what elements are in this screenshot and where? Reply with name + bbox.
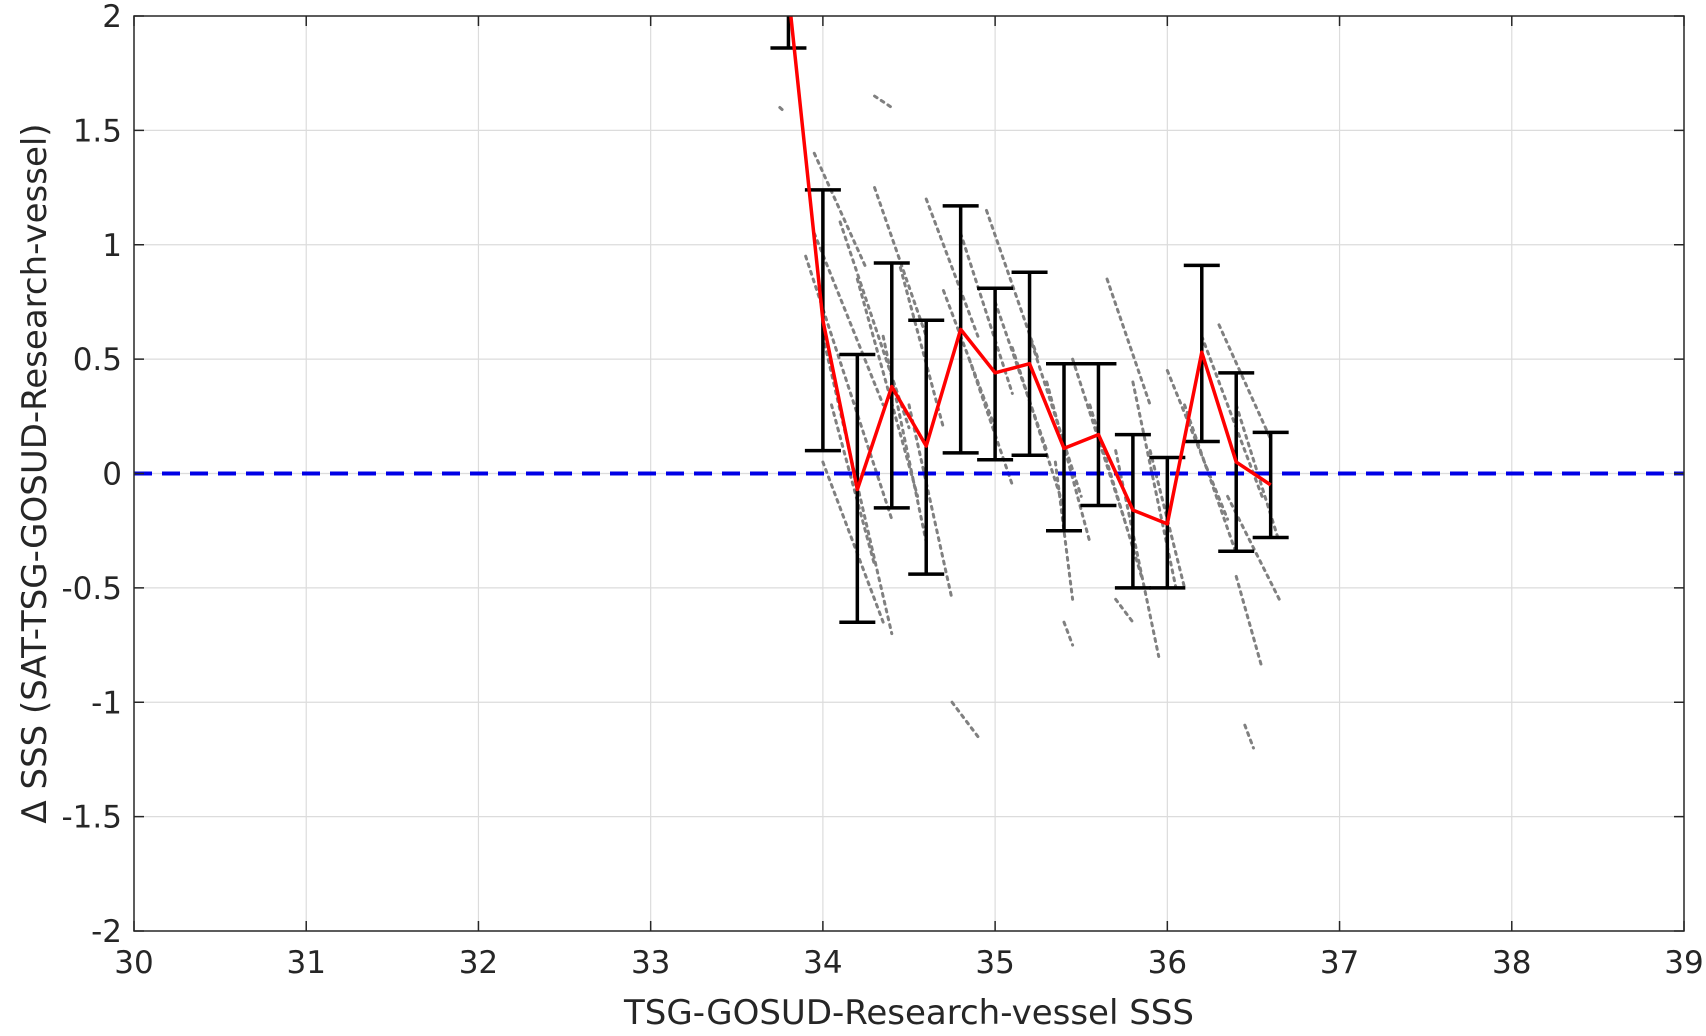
x-tick-label: 30 xyxy=(114,945,153,981)
x-tick-label: 32 xyxy=(459,945,498,981)
scatter-streak xyxy=(778,106,787,114)
x-tick-label: 34 xyxy=(803,945,842,981)
scatter-streak xyxy=(967,357,1014,487)
x-tick-label: 36 xyxy=(1148,945,1187,981)
y-tick-labels: 2 1.5 1 0.5 0 -0.5 -1 -1.5 -2 xyxy=(62,0,1684,950)
x-tick-label: 38 xyxy=(1492,945,1531,981)
scatter-streak xyxy=(1183,403,1238,556)
y-tick-label: -1.5 xyxy=(62,800,123,836)
scatter-streak xyxy=(924,197,980,338)
scatter-streak xyxy=(1243,723,1255,750)
scatter-streak xyxy=(907,403,954,601)
mean-line xyxy=(789,16,1272,526)
scatter-streak xyxy=(1105,277,1152,407)
y-tick-label: 2 xyxy=(102,0,122,35)
scatter-streak xyxy=(959,231,1014,395)
scatter-streak xyxy=(1234,574,1264,670)
mean-series xyxy=(789,16,1272,526)
x-tick-label: 39 xyxy=(1664,945,1703,981)
x-tick-label: 35 xyxy=(975,945,1014,981)
scatter-streak xyxy=(1010,346,1066,510)
scatter-streak xyxy=(812,151,868,270)
x-tick-label: 31 xyxy=(286,945,325,981)
scatter-streak xyxy=(855,277,920,498)
y-tick-label: 1 xyxy=(102,228,122,264)
scatter-streak xyxy=(830,403,877,567)
y-tick-label: 1.5 xyxy=(73,113,122,149)
scatter-streak xyxy=(1045,380,1092,544)
scatter-streak xyxy=(1217,323,1273,441)
scatter-streak xyxy=(950,700,980,739)
scatter-streak xyxy=(1114,597,1135,624)
y-tick-label: -1 xyxy=(91,685,122,721)
scatter-streak xyxy=(821,460,885,624)
y-axis-label: Δ SSS (SAT-TSG-GOSUD-Research-vessel) xyxy=(15,123,55,823)
x-tick-label: 33 xyxy=(631,945,670,981)
scatter-streak xyxy=(898,266,945,430)
y-tick-label: 0 xyxy=(102,457,122,493)
y-tick-label: -2 xyxy=(91,914,122,950)
scatter-streak xyxy=(1200,334,1264,498)
x-tick-labels: 30 31 32 33 34 35 36 37 38 39 xyxy=(114,16,1704,981)
error-bar xyxy=(770,16,807,50)
y-tick-label: 0.5 xyxy=(73,342,122,378)
scatter-streak xyxy=(812,231,885,407)
scatter-streak xyxy=(1062,620,1075,647)
scatter-streak xyxy=(873,94,894,109)
scatter-streak xyxy=(1088,403,1143,578)
y-tick-label: -0.5 xyxy=(62,571,123,607)
x-axis-label: TSG-GOSUD-Research-vessel SSS xyxy=(623,993,1194,1031)
x-tick-label: 37 xyxy=(1320,945,1359,981)
scatter-streak xyxy=(838,220,911,430)
scatter-streak xyxy=(1053,460,1075,601)
